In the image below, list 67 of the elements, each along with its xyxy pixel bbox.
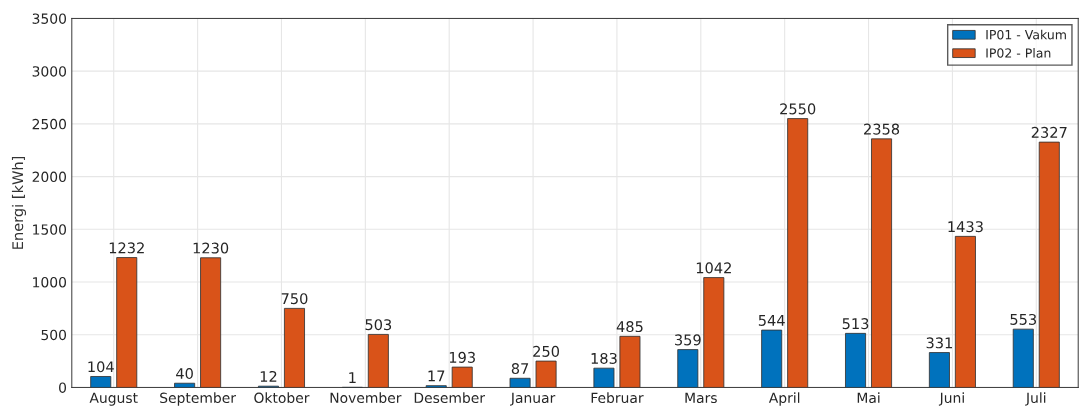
- data-label: 2358: [864, 123, 900, 135]
- bar: [509, 377, 531, 388]
- bar: [928, 352, 950, 388]
- bar: [90, 376, 112, 388]
- data-label: 17: [428, 370, 445, 382]
- bar: [116, 257, 138, 388]
- bar: [871, 138, 893, 388]
- x-tick-label: August: [89, 392, 138, 406]
- data-label: 1230: [193, 242, 229, 254]
- bar: [535, 360, 557, 388]
- bar: [787, 118, 809, 388]
- data-label: 12: [260, 370, 277, 382]
- x-tick-label: Juni: [938, 392, 964, 406]
- bar: [761, 329, 783, 388]
- x-tick-label: Mai: [857, 392, 880, 404]
- y-tick-label: 2500: [32, 118, 67, 130]
- data-label: 2327: [1031, 126, 1067, 138]
- x-tick-label: Januar: [510, 392, 556, 406]
- data-label: 40: [176, 367, 193, 380]
- y-tick-label: 1000: [33, 276, 67, 288]
- bar: [703, 277, 725, 388]
- bar: [1012, 328, 1034, 388]
- y-axis-title: Energi [kWh]: [11, 156, 27, 249]
- x-tick-label: Februar: [591, 392, 644, 404]
- y-tick-label: 3500: [32, 13, 67, 24]
- legend-label: IP01 - Vakum: [986, 29, 1066, 40]
- y-tick-label: 2000: [32, 171, 67, 183]
- bar: [593, 367, 615, 388]
- x-tick-label: November: [330, 392, 402, 404]
- bar: [619, 335, 641, 388]
- x-tick-label: April: [768, 392, 800, 406]
- x-tick-label: Oktober: [254, 392, 310, 404]
- y-tick-label: 0: [59, 382, 67, 393]
- data-label: 503: [365, 319, 392, 331]
- data-label: 750: [281, 293, 308, 305]
- bar: [1038, 141, 1060, 388]
- bar: [954, 235, 976, 388]
- bar: [200, 257, 222, 388]
- data-label: 104: [88, 361, 114, 373]
- data-label: 183: [591, 352, 617, 364]
- x-tick-label: September: [160, 392, 236, 406]
- y-tick-label: 1500: [33, 224, 67, 235]
- data-label: 1232: [109, 242, 144, 254]
- data-label: 544: [758, 315, 785, 326]
- data-label: 331: [926, 337, 952, 349]
- data-label: 485: [616, 321, 643, 333]
- data-label: 359: [675, 334, 701, 346]
- data-label: 250: [533, 345, 560, 357]
- data-label: 87: [511, 363, 529, 375]
- data-label: 1: [349, 372, 356, 383]
- x-tick-label: Desember: [414, 392, 486, 404]
- bar: [677, 349, 699, 388]
- data-label: 1042: [696, 262, 731, 274]
- data-label: 193: [449, 351, 475, 363]
- data-label: 2550: [780, 103, 816, 115]
- bar: [451, 366, 473, 388]
- bar: [283, 307, 305, 388]
- data-label: 553: [1010, 313, 1037, 325]
- y-tick-label: 3000: [32, 66, 67, 77]
- data-label: 1433: [948, 221, 983, 233]
- legend-label: IP02 - Plan: [986, 48, 1051, 58]
- x-tick-label: Juli: [1025, 392, 1046, 406]
- bar: [367, 334, 389, 388]
- bar: [845, 332, 867, 388]
- data-label: 513: [842, 318, 869, 330]
- x-tick-label: Mars: [685, 392, 717, 404]
- y-tick-label: 500: [41, 329, 67, 341]
